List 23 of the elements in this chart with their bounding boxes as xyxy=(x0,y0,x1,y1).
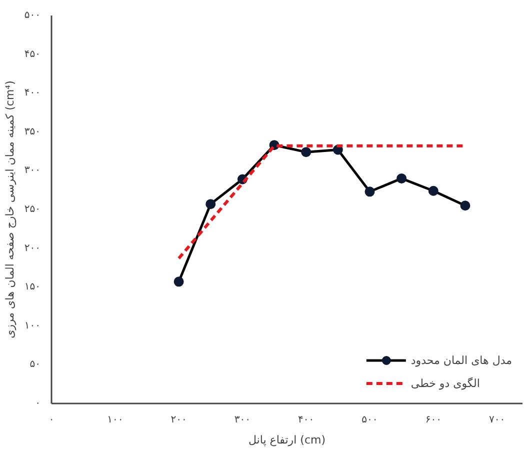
y-tick-label: ۴۵۰ xyxy=(24,48,41,60)
x-tick-label: ۵۰۰ xyxy=(362,414,378,426)
y-axis-title: کمینه ممان اینرسی خارج صفحه المان های مرزی (cm⁴) xyxy=(3,80,16,338)
legend-label: الگوی دو خطی xyxy=(410,376,480,390)
x-axis-title: ارتفاع پانل (cm) xyxy=(248,434,326,446)
x-tick-label: ۶۰۰ xyxy=(425,414,442,426)
y-tick-label: ۵۰ xyxy=(30,359,41,370)
y-tick-label: ۱۰۰ xyxy=(24,320,41,332)
x-tick-label: ۷۰۰ xyxy=(488,414,506,426)
legend-label: مدل های المان محدود xyxy=(410,354,512,366)
y-tick-label: ۱۵۰ xyxy=(24,282,41,293)
y-tick-label: ۵۰۰ xyxy=(24,10,41,21)
x-tick-label: ۰ xyxy=(48,414,54,426)
y-tick-label: ۴۰۰ xyxy=(24,88,41,99)
x-tick-label: ۲۰۰ xyxy=(170,414,187,426)
y-tick-label: ۳۰۰ xyxy=(24,165,41,176)
x-tick-label: ۱۰۰ xyxy=(107,414,124,426)
x-tick-label: ۳۰۰ xyxy=(234,414,251,426)
y-tick-label: ۲۵۰ xyxy=(24,204,41,215)
y-tick-label: ۳۵۰ xyxy=(24,126,41,138)
y-tick-label: ۲۰۰ xyxy=(24,242,41,254)
y-tick-label: ۰ xyxy=(35,398,41,409)
x-tick-label: ۴۰۰ xyxy=(298,414,314,426)
